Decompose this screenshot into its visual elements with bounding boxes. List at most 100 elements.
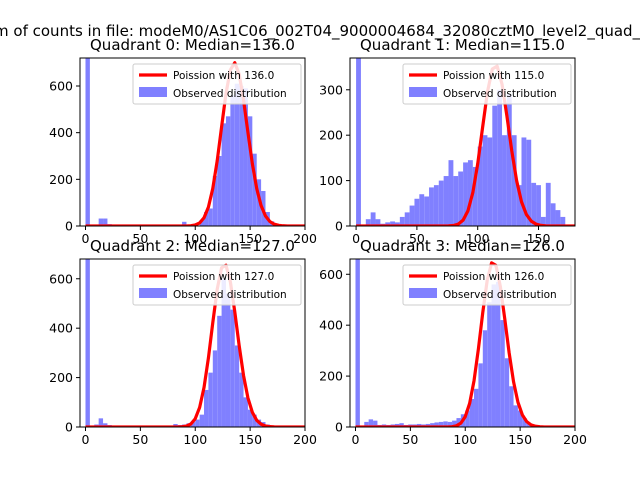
- histogram-bar: [429, 187, 434, 226]
- y-tick-label: 600: [319, 267, 343, 282]
- chart-quadrant-0: 0 50 100 150 200 0 200 400 600 Quadrant 0: Median…: [49, 36, 317, 246]
- y-tick-label: 0: [65, 219, 73, 234]
- histogram-bar: [247, 116, 253, 226]
- histogram-bar: [212, 175, 218, 226]
- histogram-bar: [385, 222, 391, 226]
- axes-frame: [349, 258, 576, 428]
- histogram-bar: [395, 222, 400, 226]
- chart-quadrant-2: 0 50 100 150 200 0 200 400 600 Quadrant 2: Median…: [49, 237, 317, 447]
- histogram-bar: [550, 203, 556, 226]
- plot-area: [85, 259, 305, 427]
- histogram-bar: [482, 135, 488, 226]
- histogram-bar: [247, 409, 253, 427]
- histogram-bar: [521, 137, 527, 226]
- histogram-bar: [511, 135, 517, 226]
- histogram-bar: [482, 330, 488, 427]
- histogram-bar: [495, 281, 501, 427]
- chart-quadrant-1: 0 50 100 150 0 100 200 300 Quadrant 1: Median=11…: [319, 36, 576, 246]
- histogram-bar: [424, 196, 430, 226]
- histogram-bar: [199, 220, 205, 226]
- histogram-bar: [399, 216, 405, 226]
- y-tick-label: 200: [49, 172, 73, 187]
- x-tick-label: 100: [453, 432, 477, 447]
- histogram-bar: [443, 421, 448, 427]
- y-tick-label: 100: [319, 173, 343, 188]
- legend-box: [402, 63, 572, 105]
- x-tick-label: 100: [183, 432, 207, 447]
- histogram-bar: [182, 221, 187, 226]
- histogram-bar: [463, 162, 468, 226]
- legend: Poission with 127.0 Observed distribution: [132, 264, 302, 306]
- histogram-bar: [356, 58, 361, 226]
- histogram-bar: [522, 418, 527, 427]
- histogram-bar: [500, 320, 505, 427]
- histogram-bar: [478, 363, 483, 427]
- figure-suptitle: Histogram of counts in file: modeM0/AS1C…: [0, 22, 640, 41]
- histogram-bar: [399, 423, 404, 427]
- x-tick-label: 0: [352, 231, 360, 246]
- histogram-bar: [447, 421, 453, 427]
- histogram-bar: [199, 414, 205, 427]
- x-tick-label: 200: [293, 231, 317, 246]
- histogram-bar: [540, 216, 546, 226]
- histogram-bar: [513, 405, 518, 427]
- legend-box: [132, 264, 302, 306]
- legend-box: [132, 63, 302, 105]
- x-tick-label: 50: [132, 432, 148, 447]
- histogram-bar: [531, 182, 537, 226]
- histogram-bar: [491, 284, 496, 427]
- chart-title: Quadrant 3: Median=126.0: [360, 237, 565, 255]
- histogram-bar: [438, 180, 444, 226]
- histogram-bar: [364, 421, 369, 427]
- histogram-bar: [98, 418, 104, 427]
- histogram-bar: [103, 423, 108, 427]
- histogram-bar: [98, 218, 104, 226]
- legend-box: [402, 264, 572, 306]
- x-tick-label: 50: [402, 432, 418, 447]
- x-tick-label: 100: [183, 231, 207, 246]
- x-tick-label: 200: [293, 432, 317, 447]
- histogram-bar: [469, 399, 475, 427]
- y-tick-label: 0: [335, 219, 343, 234]
- y-tick-label: 600: [49, 271, 73, 286]
- axes-frame: [79, 57, 306, 227]
- histogram-bar: [502, 135, 507, 226]
- x-tick-label: 150: [238, 432, 262, 447]
- histogram-bar: [487, 137, 493, 226]
- histogram-bar: [212, 350, 218, 427]
- histogram-bar: [230, 309, 235, 427]
- histogram-bar: [467, 160, 473, 226]
- legend-hist-swatch: [139, 87, 167, 97]
- y-tick-label: 0: [65, 420, 73, 435]
- histogram-bar: [355, 259, 360, 427]
- histogram-bar: [492, 105, 498, 226]
- histogram-bar: [477, 146, 483, 226]
- chart-title: Quadrant 1: Median=115.0: [360, 36, 565, 54]
- histogram-bar: [516, 185, 522, 226]
- histogram-bar: [414, 198, 420, 226]
- histogram-bar: [365, 219, 371, 226]
- chart-title: Quadrant 2: Median=127.0: [90, 237, 295, 255]
- x-tick-label: 200: [563, 432, 587, 447]
- histogram-bar: [217, 315, 222, 427]
- legend-poisson-label: Poission with 115.0: [443, 70, 544, 82]
- y-tick-label: 200: [319, 128, 343, 143]
- histogram-bar: [368, 419, 374, 427]
- histogram-bar: [438, 421, 444, 427]
- histogram-bar: [465, 410, 470, 427]
- histogram-bar: [545, 182, 551, 226]
- x-tick-label: 50: [409, 231, 425, 246]
- histogram-bar: [252, 153, 257, 226]
- x-tick-label: 150: [527, 231, 551, 246]
- chart-title: Quadrant 0: Median=136.0: [90, 36, 295, 54]
- histogram-bar: [85, 58, 90, 226]
- histogram-bar: [234, 83, 240, 226]
- poisson-curve: [356, 64, 575, 226]
- poisson-curve: [85, 61, 305, 226]
- histogram-bar: [85, 259, 90, 427]
- histogram-bar: [517, 410, 523, 427]
- histogram-bar: [443, 176, 449, 226]
- histogram-bar: [419, 194, 425, 226]
- legend-hist-label: Observed distribution: [443, 88, 557, 100]
- y-tick-label: 400: [319, 318, 343, 333]
